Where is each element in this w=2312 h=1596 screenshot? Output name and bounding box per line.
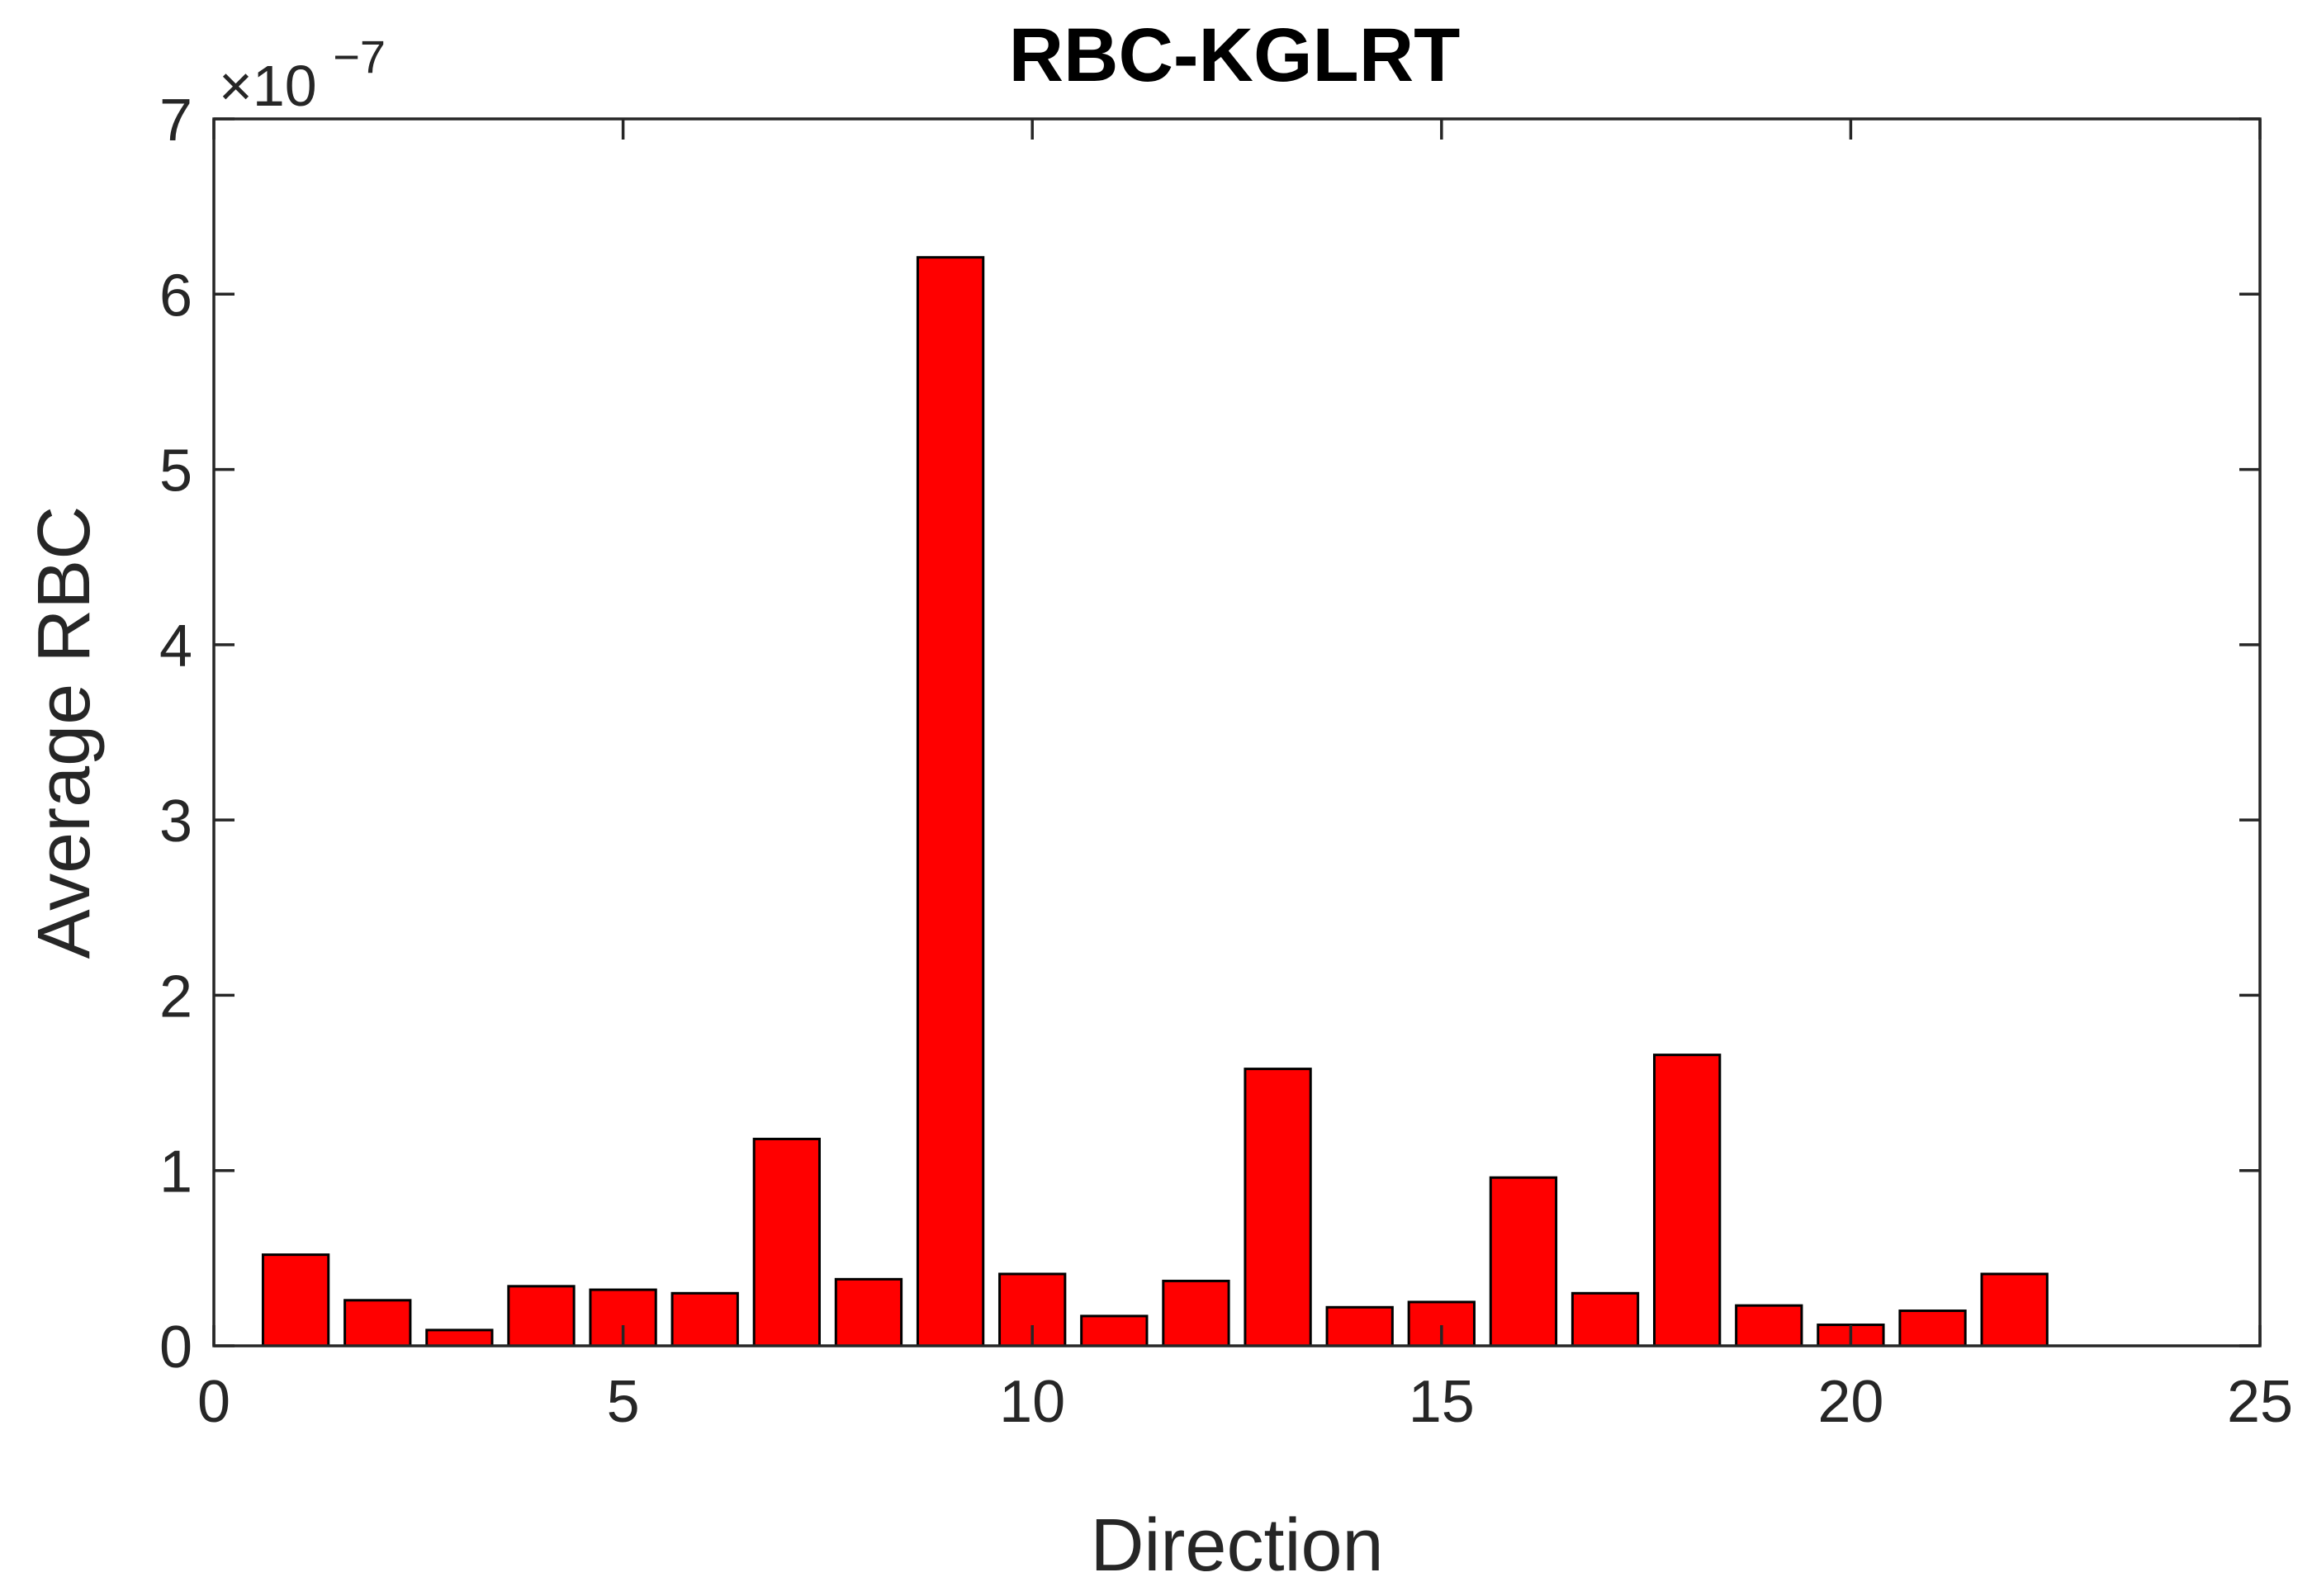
y-axis-exponent-label: ×10 −7 xyxy=(219,31,386,118)
y-tick-label-5: 5 xyxy=(159,438,192,504)
bar-13 xyxy=(1244,1068,1312,1347)
bar-12 xyxy=(1162,1279,1230,1347)
y-axis-label: Average RBC xyxy=(23,506,106,959)
y-tick-label-2: 2 xyxy=(159,964,192,1030)
x-tick-labels: 0 5 10 15 20 25 xyxy=(197,1369,2293,1435)
x-tick-label-0: 0 xyxy=(197,1369,230,1435)
y-tick-label-0: 0 xyxy=(159,1314,192,1381)
y-tick-labels: 0 1 2 3 4 5 6 7 xyxy=(159,88,192,1381)
svg-text:×10 −7: ×10 −7 xyxy=(219,31,386,118)
bar-1 xyxy=(261,1253,330,1347)
bar-18 xyxy=(1653,1054,1722,1347)
y-axis-exponent-value: −7 xyxy=(333,31,386,83)
y-tick-label-7: 7 xyxy=(159,88,192,154)
x-tick-label-10: 10 xyxy=(999,1369,1065,1435)
x-tick-label-15: 15 xyxy=(1409,1369,1475,1435)
chart-title: RBC-KGLRT xyxy=(1009,13,1461,97)
bar-17 xyxy=(1571,1291,1640,1347)
plot-area-frame xyxy=(212,117,2262,1347)
bar-22 xyxy=(1980,1272,2049,1347)
axis-ticks xyxy=(212,117,2262,1347)
bar-21 xyxy=(1898,1309,1967,1347)
bar-14 xyxy=(1325,1305,1394,1347)
x-tick-label-5: 5 xyxy=(607,1369,640,1435)
y-tick-label-3: 3 xyxy=(159,789,192,855)
bar-6 xyxy=(670,1291,739,1347)
bar-9 xyxy=(916,256,985,1347)
x-tick-label-25: 25 xyxy=(2227,1369,2293,1435)
bar-8 xyxy=(834,1277,903,1347)
bar-19 xyxy=(1735,1304,1803,1347)
y-tick-label-6: 6 xyxy=(159,263,192,329)
bar-11 xyxy=(1080,1314,1149,1347)
y-axis-exponent-base: ×10 xyxy=(219,54,317,118)
bar-7 xyxy=(752,1138,821,1347)
x-tick-label-20: 20 xyxy=(1817,1369,1883,1435)
x-axis-label: Direction xyxy=(1090,1504,1383,1587)
y-tick-label-1: 1 xyxy=(159,1139,192,1205)
bar-2 xyxy=(343,1299,412,1347)
bar-16 xyxy=(1489,1176,1558,1347)
bar-3 xyxy=(425,1328,494,1347)
bar-4 xyxy=(507,1285,576,1347)
y-tick-label-4: 4 xyxy=(159,613,192,680)
bars xyxy=(261,256,2049,1347)
